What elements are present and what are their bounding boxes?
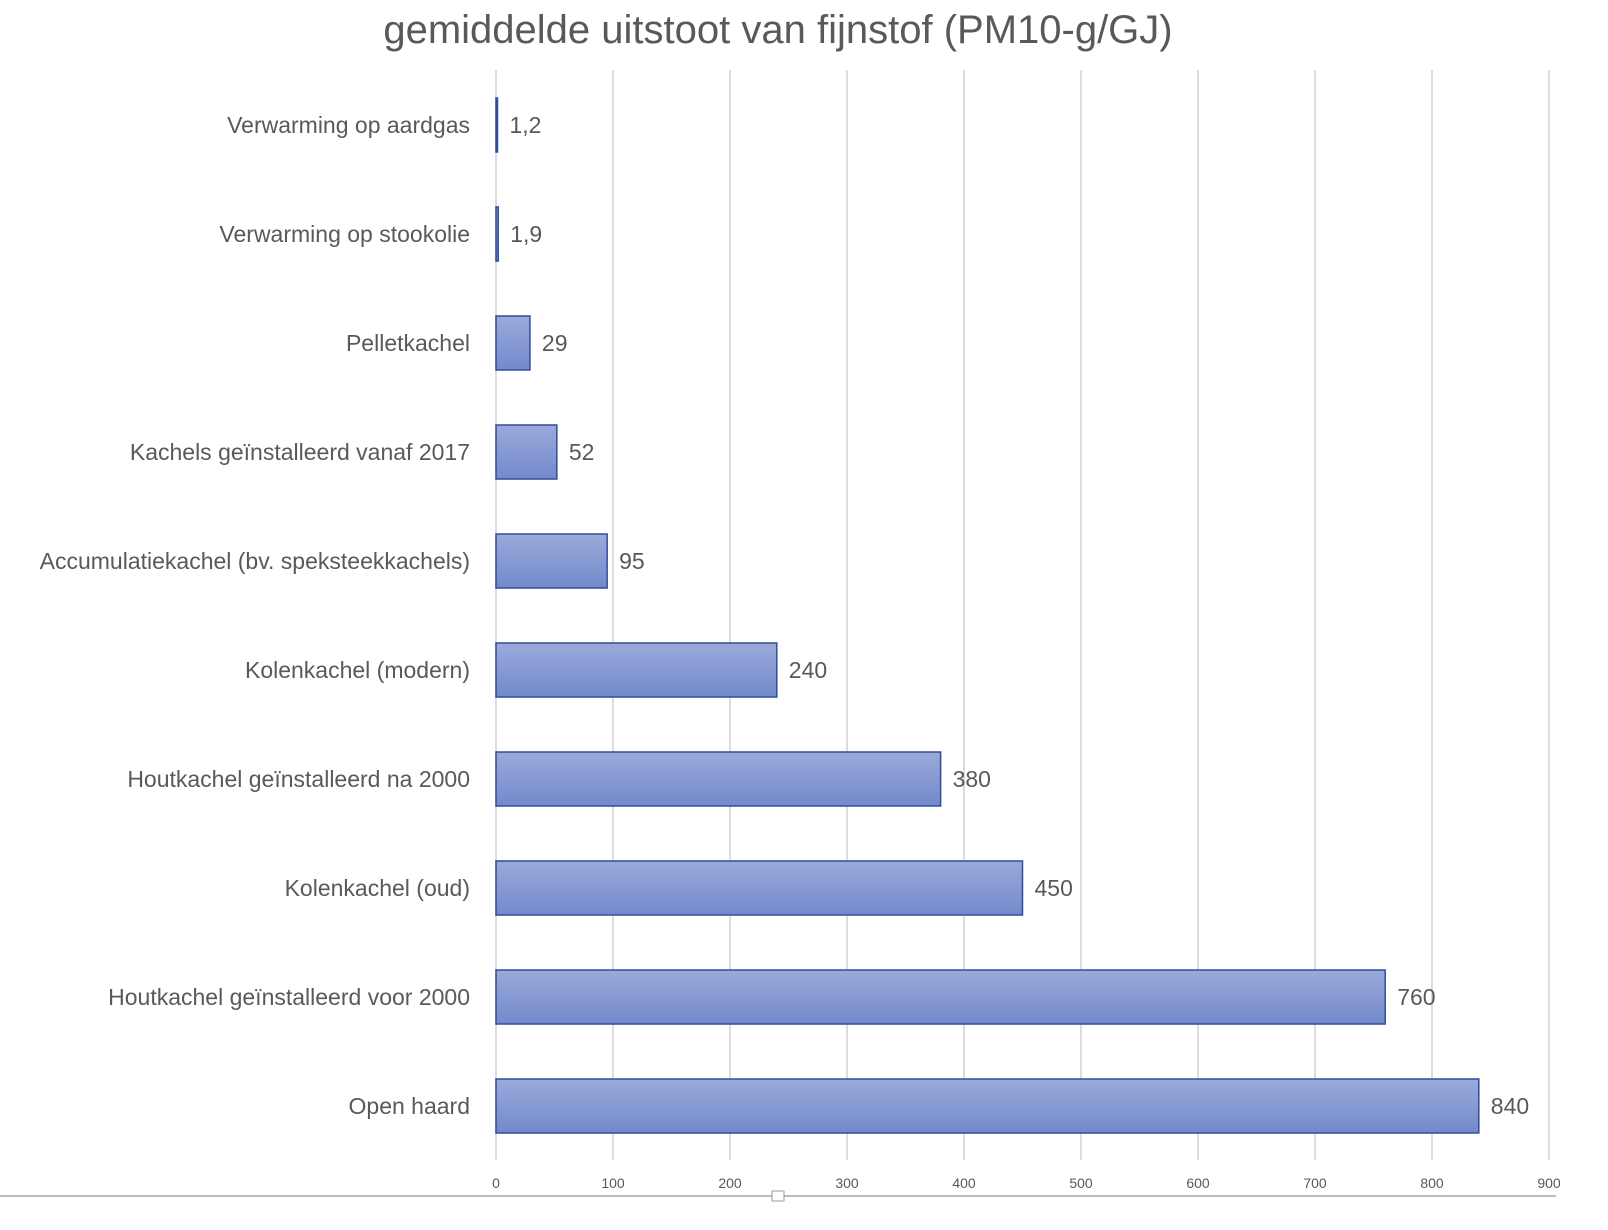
bar (495, 860, 1024, 916)
value-label: 840 (1491, 1093, 1529, 1119)
bar (495, 206, 499, 262)
bar (495, 97, 499, 153)
value-label: 760 (1397, 984, 1435, 1010)
resize-handle[interactable] (771, 1190, 785, 1202)
chart-title: gemiddelde uitstoot van fijnstof (PM10-g… (383, 8, 1173, 52)
x-tick-label: 100 (601, 1175, 625, 1191)
x-tick-label: 0 (492, 1175, 500, 1191)
value-label: 95 (619, 548, 645, 574)
category-label: Kolenkachel (oud) (285, 875, 470, 901)
bar (495, 315, 531, 371)
bar (495, 642, 778, 698)
category-label: Verwarming op stookolie (219, 221, 470, 247)
value-label: 450 (1035, 875, 1073, 901)
x-tick-label: 400 (952, 1175, 976, 1191)
x-tick-label: 300 (835, 1175, 859, 1191)
category-label: Verwarming op aardgas (227, 112, 470, 138)
bar (495, 969, 1386, 1025)
value-label: 1,2 (510, 112, 542, 138)
bar (495, 1078, 1480, 1134)
bar (495, 533, 608, 589)
x-tick-label: 600 (1186, 1175, 1210, 1191)
bar (495, 424, 558, 480)
category-label: Kachels geïnstalleerd vanaf 2017 (130, 439, 470, 465)
category-label: Houtkachel geïnstalleerd voor 2000 (108, 984, 470, 1010)
value-label: 52 (569, 439, 595, 465)
category-label: Accumulatiekachel (bv. speksteekkachels) (40, 548, 470, 574)
x-tick-label: 200 (718, 1175, 742, 1191)
value-label: 380 (953, 766, 991, 792)
x-tick-label: 700 (1303, 1175, 1327, 1191)
x-tick-label: 500 (1069, 1175, 1093, 1191)
x-tick-label: 800 (1420, 1175, 1444, 1191)
value-label: 29 (542, 330, 568, 356)
x-tick-label: 900 (1537, 1175, 1561, 1191)
bar (495, 751, 942, 807)
category-label: Houtkachel geïnstalleerd na 2000 (127, 766, 470, 792)
category-label: Kolenkachel (modern) (245, 657, 470, 683)
value-label: 240 (789, 657, 827, 683)
value-label: 1,9 (510, 221, 542, 247)
category-label: Open haard (349, 1093, 470, 1119)
category-label: Pelletkachel (346, 330, 470, 356)
